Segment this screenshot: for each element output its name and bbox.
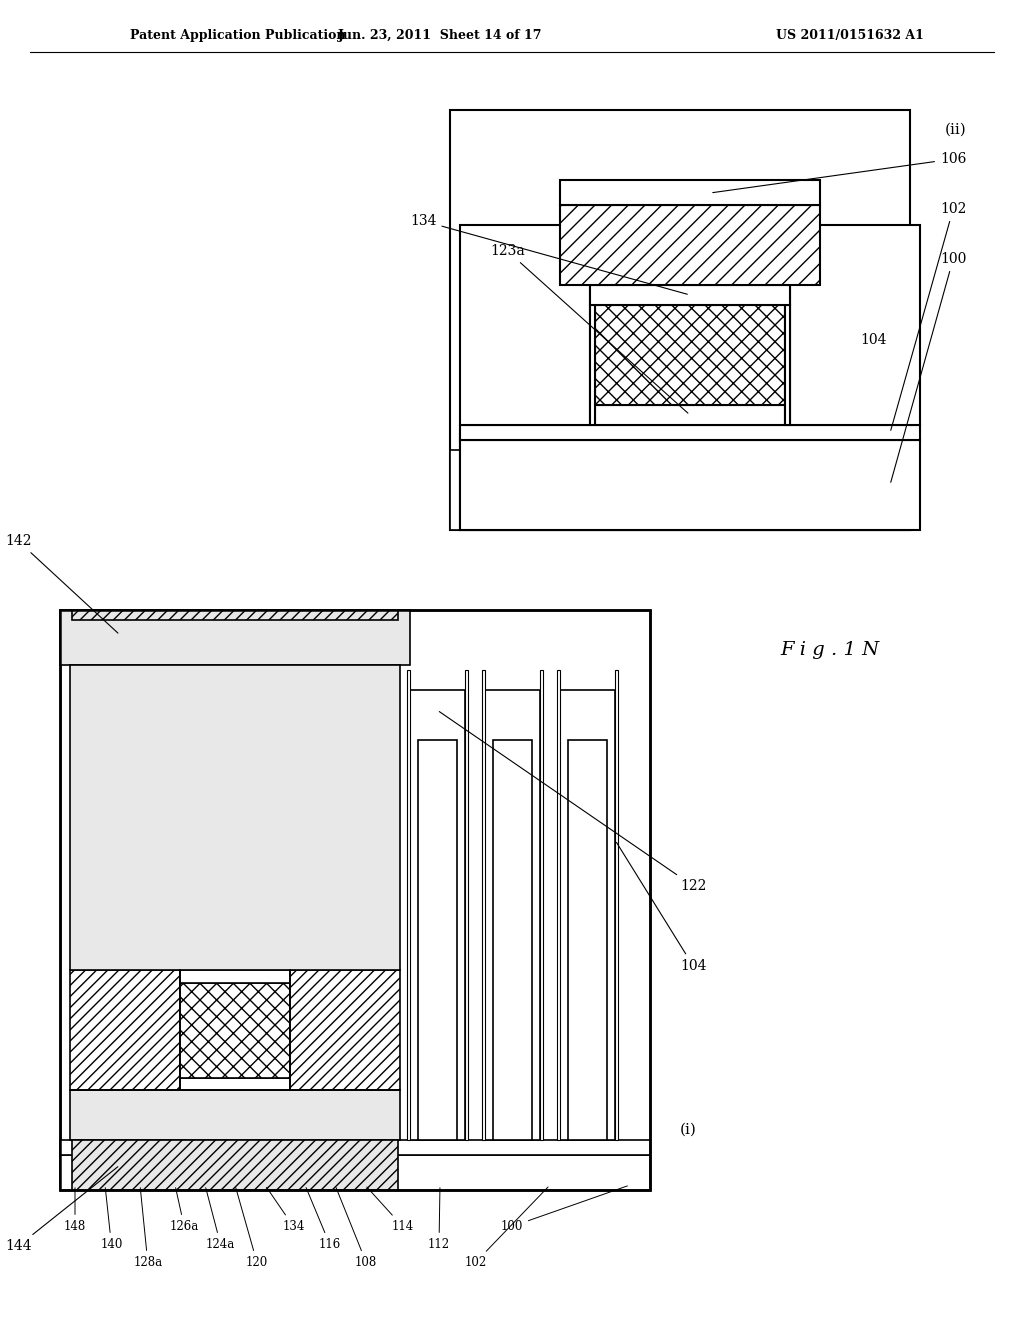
- Text: 126a: 126a: [170, 1188, 199, 1233]
- Bar: [590, 285, 790, 305]
- Bar: [590, 305, 595, 425]
- Bar: [482, 671, 485, 1140]
- Text: 112: 112: [428, 1188, 451, 1251]
- Bar: [460, 224, 590, 425]
- Bar: [60, 610, 650, 1191]
- Bar: [450, 110, 910, 531]
- Text: 144: 144: [5, 1167, 118, 1253]
- Text: (ii): (ii): [945, 123, 967, 137]
- Bar: [180, 983, 290, 1078]
- FancyBboxPatch shape: [560, 690, 615, 730]
- Text: 120: 120: [236, 1188, 268, 1269]
- Text: 100: 100: [891, 252, 967, 482]
- Bar: [72, 1140, 398, 1191]
- Bar: [615, 671, 618, 1140]
- Bar: [460, 440, 920, 531]
- Text: 140: 140: [100, 1188, 123, 1251]
- Text: US 2011/0151632 A1: US 2011/0151632 A1: [776, 29, 924, 41]
- Bar: [560, 180, 820, 205]
- Bar: [70, 665, 400, 970]
- Bar: [418, 741, 457, 1140]
- Text: 148: 148: [63, 1188, 86, 1233]
- Text: 102: 102: [464, 1187, 548, 1269]
- Text: Jun. 23, 2011  Sheet 14 of 17: Jun. 23, 2011 Sheet 14 of 17: [338, 29, 543, 41]
- Bar: [72, 610, 398, 620]
- Text: 102: 102: [891, 202, 967, 430]
- Bar: [595, 405, 785, 425]
- Text: 104: 104: [616, 842, 707, 973]
- Bar: [60, 610, 650, 1191]
- Bar: [568, 741, 607, 1140]
- Text: F i g . 1 N: F i g . 1 N: [780, 642, 880, 659]
- FancyBboxPatch shape: [410, 690, 465, 730]
- Text: 123a: 123a: [490, 244, 688, 413]
- Bar: [485, 690, 540, 1140]
- Text: 128a: 128a: [133, 1188, 163, 1269]
- Bar: [180, 970, 290, 983]
- Bar: [70, 1090, 400, 1140]
- Bar: [540, 671, 543, 1140]
- Text: (i): (i): [680, 1123, 697, 1137]
- Text: 108: 108: [336, 1188, 377, 1269]
- Bar: [560, 690, 615, 1140]
- Bar: [465, 671, 468, 1140]
- Text: 142: 142: [5, 535, 118, 634]
- Bar: [493, 741, 532, 1140]
- Text: 122: 122: [439, 711, 707, 894]
- Bar: [60, 1140, 650, 1155]
- Bar: [460, 430, 910, 531]
- FancyBboxPatch shape: [485, 690, 540, 730]
- Bar: [290, 970, 400, 1090]
- Bar: [560, 205, 820, 285]
- Bar: [180, 1078, 290, 1090]
- Text: 100: 100: [501, 1185, 628, 1233]
- Text: 124a: 124a: [206, 1188, 236, 1251]
- Bar: [450, 450, 910, 531]
- Bar: [557, 671, 560, 1140]
- Text: Patent Application Publication: Patent Application Publication: [130, 29, 345, 41]
- Bar: [595, 305, 785, 405]
- Text: 104: 104: [860, 333, 887, 347]
- Text: 134: 134: [266, 1187, 304, 1233]
- Bar: [460, 425, 920, 440]
- Text: 116: 116: [306, 1188, 341, 1251]
- Bar: [410, 690, 465, 1140]
- Text: 134: 134: [410, 214, 687, 294]
- Text: 106: 106: [713, 152, 967, 193]
- Bar: [60, 1155, 650, 1191]
- Bar: [790, 224, 920, 425]
- Bar: [785, 305, 790, 425]
- Bar: [60, 610, 410, 665]
- Text: 114: 114: [367, 1187, 414, 1233]
- Bar: [70, 970, 180, 1090]
- Bar: [407, 671, 410, 1140]
